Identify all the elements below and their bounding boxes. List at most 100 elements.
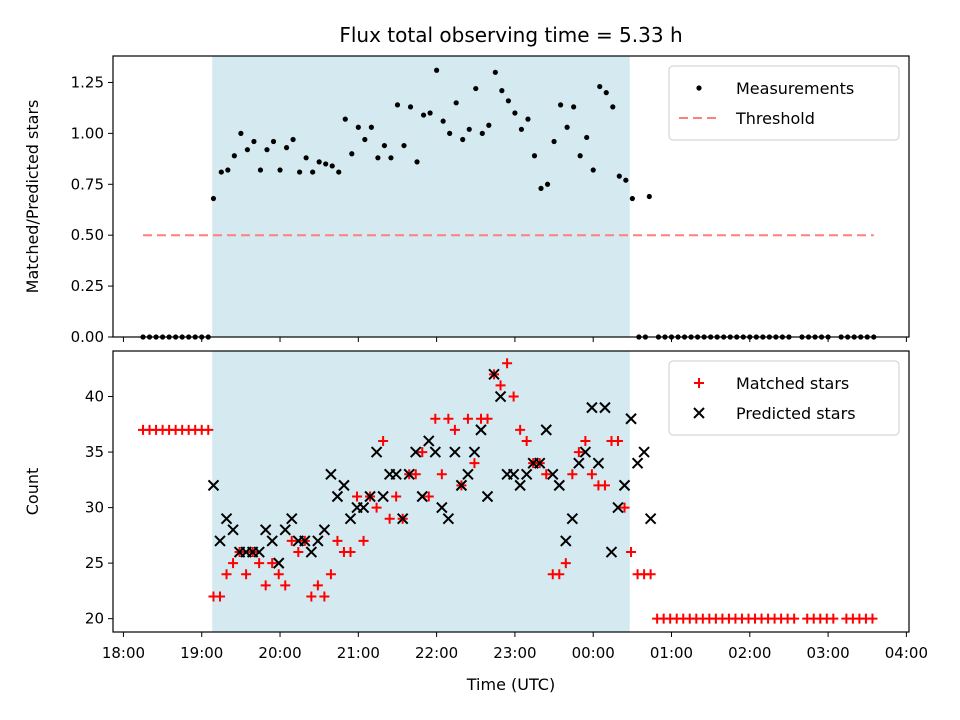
- measurement-point: [646, 193, 652, 200]
- matched-star-point: [462, 413, 473, 424]
- predicted-star-point: [286, 513, 298, 525]
- predicted-star-point: [540, 424, 552, 436]
- measurement-point: [244, 147, 251, 153]
- predicted-star-point: [599, 401, 611, 414]
- predicted-star-point: [325, 468, 337, 480]
- matched-star-point: [619, 502, 630, 513]
- measurement-point: [329, 163, 335, 169]
- measurement-point: [616, 173, 622, 179]
- measurement-point: [381, 142, 388, 149]
- measurement-point: [290, 136, 296, 143]
- measurement-point: [427, 110, 433, 116]
- x-tick-label: 22:00: [415, 644, 458, 662]
- legend: Matched stars Predicted stars: [668, 360, 900, 436]
- matched-star-point: [430, 413, 441, 424]
- predicted-star-point: [579, 446, 592, 458]
- measurement-point: [610, 104, 616, 110]
- matched-star-point: [573, 447, 584, 458]
- legend: Measurements Threshold: [668, 65, 900, 141]
- matched-star-point: [560, 558, 571, 569]
- measurement-point: [538, 185, 544, 191]
- y-tick-label: 40: [85, 388, 104, 406]
- measurement-point: [368, 124, 374, 130]
- matched-star-point: [228, 558, 239, 569]
- legend-box: [668, 360, 900, 436]
- predicted-star-point: [410, 446, 422, 458]
- ratio-panel: 0.00 0.25 0.50 0.75 1.00 1.25 Matched/Predicte…: [23, 55, 910, 346]
- measurement-point: [355, 124, 361, 130]
- matched-star-point: [599, 480, 610, 491]
- measurement-point: [342, 116, 348, 122]
- predicted-star-point: [507, 468, 520, 480]
- measurement-point: [375, 155, 381, 161]
- matched-star-point: [345, 547, 356, 558]
- measurement-point: [297, 169, 303, 175]
- y-tick-label: 35: [85, 443, 104, 461]
- predicted-star-point: [338, 479, 350, 492]
- measurement-point: [420, 112, 427, 118]
- predicted-star-point: [494, 390, 507, 403]
- matched-star-point: [319, 591, 330, 602]
- matched-star-point: [221, 569, 232, 580]
- axes-frame: [112, 350, 910, 633]
- measurement-point: [264, 147, 270, 153]
- predicted-star-point: [318, 524, 331, 536]
- legend-label: Matched stars: [736, 374, 849, 393]
- y-axis-label: Matched/Predicted stars: [23, 100, 42, 294]
- x-tick-label: 20:00: [258, 644, 301, 662]
- y-tick-label: 20: [85, 610, 104, 628]
- measurement-point: [486, 122, 492, 128]
- matched-star-point: [626, 547, 637, 558]
- predicted-star-point: [449, 446, 461, 458]
- matched-star-point: [325, 569, 336, 580]
- predicted-star-point: [396, 513, 409, 525]
- matched-star-point: [254, 558, 265, 569]
- matched-star-point: [267, 558, 278, 569]
- measurement-point: [577, 153, 583, 159]
- measurement-point: [362, 136, 368, 143]
- predicted-star-point: [273, 557, 285, 569]
- predicted-star-point: [259, 524, 272, 536]
- predicted-star-point: [625, 413, 637, 425]
- x-tick-label: 19:00: [180, 644, 223, 662]
- measurement-point: [629, 195, 635, 202]
- predicted-star-point: [305, 546, 318, 558]
- predicted-star-point: [227, 524, 239, 536]
- y-axis-label: Count: [23, 468, 42, 516]
- matched-star-point: [867, 613, 878, 624]
- predicted-star-point: [266, 535, 278, 547]
- measurement-point: [440, 118, 446, 124]
- predicted-star-point: [416, 490, 428, 503]
- predicted-star-point: [220, 513, 233, 525]
- matched-star-point: [521, 435, 532, 446]
- predicted-star-point: [612, 501, 624, 514]
- predicted-star-point: [253, 546, 265, 558]
- matched-star-point: [260, 580, 271, 591]
- matched-star-point: [203, 424, 214, 435]
- measurement-point: [473, 85, 479, 92]
- measurement-point: [414, 159, 420, 165]
- predicted-star-point: [573, 457, 585, 469]
- matched-star-point: [352, 491, 363, 502]
- predicted-star-point: [631, 457, 644, 469]
- legend-marker: [693, 407, 705, 419]
- measurement-point: [623, 177, 629, 183]
- predicted-star-point: [312, 535, 324, 547]
- observing-window-band: [212, 56, 630, 337]
- measurement-point: [349, 151, 355, 157]
- series-predicted-stars: [207, 368, 657, 569]
- matched-star-point: [828, 613, 839, 624]
- measurement-point: [518, 126, 525, 132]
- measurement-point: [597, 83, 603, 90]
- matched-star-point: [645, 569, 656, 580]
- predicted-star-point: [377, 490, 389, 503]
- measurement-point: [210, 195, 217, 202]
- chart-title: Flux total observing time = 5.33 h: [339, 23, 682, 47]
- matched-star-point: [423, 491, 434, 502]
- predicted-star-point: [462, 468, 474, 480]
- matched-star-point: [215, 591, 226, 602]
- matched-star-point: [312, 580, 323, 591]
- predicted-star-point: [553, 479, 565, 492]
- matched-star-point: [508, 391, 519, 402]
